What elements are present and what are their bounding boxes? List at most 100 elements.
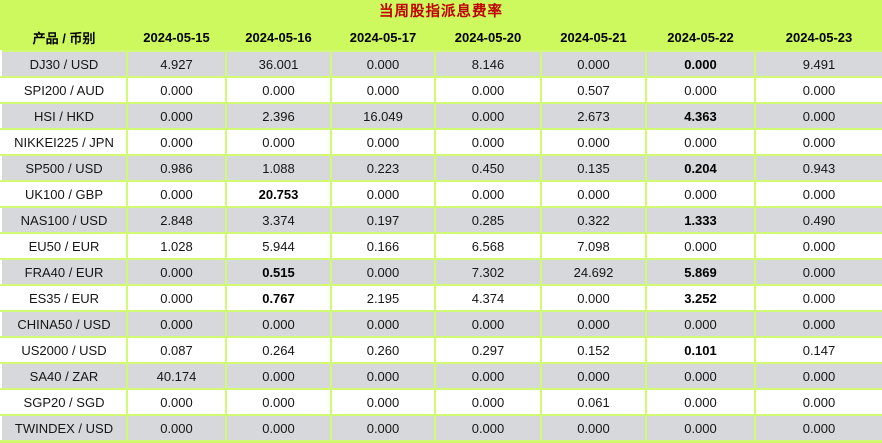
value-cell: 0.101 (645, 336, 756, 364)
value-cell: 0.000 (126, 310, 227, 338)
value-cell: 0.000 (126, 128, 227, 156)
product-cell: CHINA50 / USD (0, 310, 128, 338)
date-column-header: 2024-05-17 (331, 24, 435, 51)
value-cell: 40.174 (126, 362, 227, 390)
value-cell: 0.152 (540, 336, 647, 364)
product-cell: NAS100 / USD (0, 206, 128, 234)
value-cell: 0.000 (645, 362, 756, 390)
value-cell: 2.396 (225, 102, 332, 130)
product-cell: SA40 / ZAR (0, 362, 128, 390)
value-cell: 0.000 (330, 414, 436, 442)
value-cell: 0.000 (754, 76, 882, 104)
value-cell: 0.000 (330, 50, 436, 78)
value-cell: 0.000 (225, 76, 332, 104)
value-cell: 0.000 (126, 76, 227, 104)
value-cell: 0.000 (434, 76, 542, 104)
value-cell: 0.000 (540, 180, 647, 208)
value-cell: 4.927 (126, 50, 227, 78)
date-column-header: 2024-05-21 (541, 24, 646, 51)
date-column-header: 2024-05-15 (127, 24, 226, 51)
value-cell: 5.944 (225, 232, 332, 260)
value-cell: 3.252 (645, 284, 756, 312)
value-cell: 0.943 (754, 154, 882, 182)
table-row: ES35 / EUR 0.000 0.767 2.195 4.374 0.000 3.252… (0, 284, 882, 312)
value-cell: 0.000 (434, 362, 542, 390)
value-cell: 0.297 (434, 336, 542, 364)
product-cell: FRA40 / EUR (0, 258, 128, 286)
value-cell: 0.000 (540, 310, 647, 338)
value-cell: 0.000 (225, 388, 332, 416)
value-cell: 0.000 (330, 128, 436, 156)
page-title: 当周股指派息费率 (379, 4, 503, 20)
value-cell: 0.000 (540, 50, 647, 78)
value-cell: 0.204 (645, 154, 756, 182)
value-cell: 4.363 (645, 102, 756, 130)
value-cell: 0.000 (540, 128, 647, 156)
value-cell: 0.000 (126, 388, 227, 416)
value-cell: 0.000 (645, 232, 756, 260)
value-cell: 2.848 (126, 206, 227, 234)
value-cell: 0.000 (754, 232, 882, 260)
value-cell: 0.166 (330, 232, 436, 260)
value-cell: 0.000 (434, 414, 542, 442)
value-cell: 0.000 (540, 284, 647, 312)
value-cell: 0.515 (225, 258, 332, 286)
value-cell: 0.000 (126, 284, 227, 312)
value-cell: 36.001 (225, 50, 332, 78)
value-cell: 0.000 (225, 128, 332, 156)
table-row: TWINDEX / USD 0.000 0.000 0.000 0.000 0.000 0.… (0, 414, 882, 442)
value-cell: 0.000 (754, 284, 882, 312)
value-cell: 0.000 (645, 414, 756, 442)
value-cell: 0.000 (330, 180, 436, 208)
value-cell: 7.098 (540, 232, 647, 260)
date-column-header: 2024-05-22 (646, 24, 755, 51)
product-cell: US2000 / USD (0, 336, 128, 364)
date-column-header: 2024-05-23 (755, 24, 882, 51)
value-cell: 0.000 (225, 310, 332, 338)
value-cell: 0.000 (434, 128, 542, 156)
value-cell: 0.000 (225, 362, 332, 390)
value-cell: 0.223 (330, 154, 436, 182)
value-cell: 0.000 (434, 180, 542, 208)
product-cell: ES35 / EUR (0, 284, 128, 312)
product-cell: SPI200 / AUD (0, 76, 128, 104)
value-cell: 0.000 (754, 180, 882, 208)
value-cell: 0.767 (225, 284, 332, 312)
value-cell: 0.000 (126, 180, 227, 208)
value-cell: 0.000 (645, 128, 756, 156)
value-cell: 0.450 (434, 154, 542, 182)
value-cell: 0.000 (645, 180, 756, 208)
product-cell: SP500 / USD (0, 154, 128, 182)
value-cell: 0.507 (540, 76, 647, 104)
value-cell: 0.000 (645, 310, 756, 338)
table-row: EU50 / EUR 1.028 5.944 0.166 6.568 7.098 0.000… (0, 232, 882, 260)
value-cell: 0.000 (645, 76, 756, 104)
table-row: CHINA50 / USD 0.000 0.000 0.000 0.000 0.000 0.… (0, 310, 882, 338)
table-row: NIKKEI225 / JPN 0.000 0.000 0.000 0.000 0.000… (0, 128, 882, 156)
value-cell: 0.000 (754, 128, 882, 156)
value-cell: 5.869 (645, 258, 756, 286)
value-cell: 0.000 (330, 310, 436, 338)
value-cell: 0.000 (754, 388, 882, 416)
value-cell: 0.000 (434, 102, 542, 130)
value-cell: 0.087 (126, 336, 227, 364)
value-cell: 20.753 (225, 180, 332, 208)
table-row: NAS100 / USD 2.848 3.374 0.197 0.285 0.322 1.3… (0, 206, 882, 234)
value-cell: 7.302 (434, 258, 542, 286)
table-row: SPI200 / AUD 0.000 0.000 0.000 0.000 0.507 0.0… (0, 76, 882, 104)
value-cell: 0.000 (126, 258, 227, 286)
value-cell: 2.195 (330, 284, 436, 312)
rates-table: 产品 / 币别 2024-05-15 2024-05-16 2024-05-17 202… (0, 24, 882, 442)
table-row: FRA40 / EUR 0.000 0.515 0.000 7.302 24.692 5.8… (0, 258, 882, 286)
value-cell: 0.000 (126, 102, 227, 130)
table-row: UK100 / GBP 0.000 20.753 0.000 0.000 0.000 0.0… (0, 180, 882, 208)
date-column-header: 2024-05-20 (435, 24, 541, 51)
value-cell: 0.000 (434, 388, 542, 416)
product-cell: DJ30 / USD (0, 50, 128, 78)
product-cell: UK100 / GBP (0, 180, 128, 208)
value-cell: 0.197 (330, 206, 436, 234)
value-cell: 0.000 (434, 310, 542, 338)
value-cell: 3.374 (225, 206, 332, 234)
value-cell: 0.000 (754, 362, 882, 390)
